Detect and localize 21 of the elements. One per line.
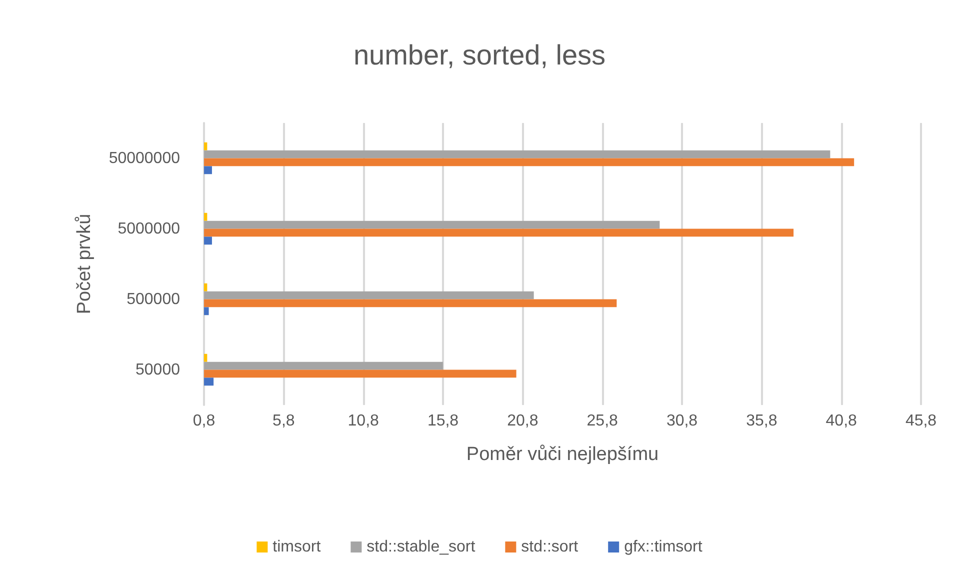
x-tick-label: 15,8 (427, 412, 459, 430)
x-tick-label: 10,8 (348, 412, 380, 430)
legend-label: std::sort (521, 538, 579, 556)
y-tick-label: 50000 (136, 361, 180, 378)
chart-title: number, sorted, less (353, 40, 606, 70)
x-tick-label: 30,8 (666, 412, 698, 430)
y-tick-label: 50000000 (108, 150, 180, 167)
x-tick-label: 25,8 (586, 412, 618, 430)
x-tick-label: 45,8 (905, 412, 937, 430)
x-axis-title: Poměr vůči nejlepšímu (466, 444, 659, 465)
y-tick-label: 500000 (126, 290, 180, 308)
legend-label: timsort (272, 538, 322, 556)
legend-label: std::stable_sort (366, 538, 476, 556)
x-tick-label: 20,8 (507, 412, 538, 430)
x-tick-label: 5,8 (272, 412, 295, 430)
y-axis-title: Počet prvků (74, 214, 95, 314)
x-tick-label: 0,8 (192, 412, 216, 430)
legend-label: gfx::timsort (624, 538, 703, 556)
y-tick-label: 5000000 (118, 220, 180, 238)
x-tick-label: 35,8 (746, 412, 778, 430)
x-tick-label: 40,8 (826, 412, 858, 430)
